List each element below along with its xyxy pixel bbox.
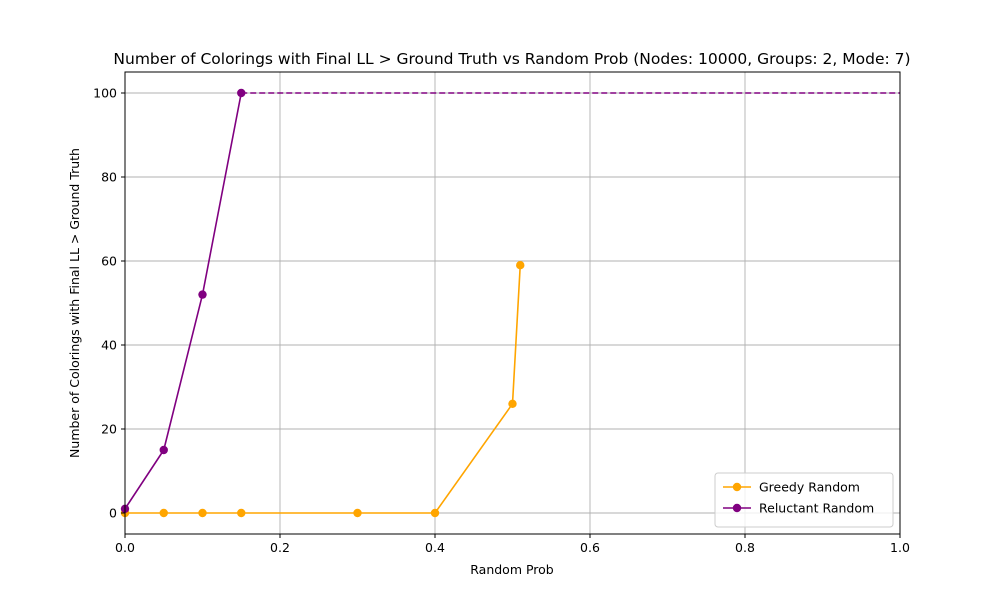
reluctant-random-line: [124, 92, 243, 510]
greedy-random-point: [516, 261, 525, 270]
chart-title: Number of Colorings with Final LL > Grou…: [113, 50, 910, 68]
x-tick-label: 0.8: [735, 540, 755, 555]
legend-marker-greedy-random: [732, 482, 742, 492]
legend-box: [714, 472, 894, 528]
plot-frame: [124, 71, 901, 535]
x-tick-label: 0.6: [580, 540, 600, 555]
y-tick-label: 0: [109, 506, 117, 521]
legend-label-greedy-random: Greedy Random: [759, 480, 860, 495]
greedy-random-line: [125, 265, 522, 514]
x-axis-label: Random Prob: [470, 562, 554, 577]
series-layer: [120, 88, 900, 518]
x-tick-label: 0.2: [270, 540, 290, 555]
axes: 0.0 0.2 0.4 0.6 0.8 1.0 0 20 40 60 80 100: [93, 86, 910, 556]
y-tick-label: 100: [93, 86, 117, 101]
y-axis-label: Number of Colorings with Final LL > Grou…: [67, 148, 82, 458]
y-tick-label: 60: [101, 254, 117, 269]
greedy-random-point: [430, 508, 440, 518]
reluctant-random-point: [237, 88, 246, 98]
greedy-random-point: [198, 508, 207, 518]
y-tick-label: 20: [101, 422, 117, 437]
legend-label-reluctant-random: Reluctant Random: [759, 501, 874, 516]
y-tick-label: 80: [101, 170, 117, 185]
legend-marker-reluctant-random: [732, 503, 742, 513]
reluctant-random-point: [159, 445, 168, 455]
x-tick-label: 1.0: [890, 540, 910, 555]
reluctant-random-point: [198, 290, 207, 299]
x-tick-label: 0.0: [115, 540, 135, 555]
x-tick-label: 0.4: [425, 540, 445, 555]
y-tick-label: 40: [101, 338, 117, 353]
greedy-random-point: [353, 508, 362, 518]
greedy-random-point: [159, 508, 168, 518]
greedy-random-point: [508, 399, 517, 408]
greedy-random-point: [237, 508, 246, 518]
legend: Greedy Random Reluctant Random: [714, 472, 894, 528]
